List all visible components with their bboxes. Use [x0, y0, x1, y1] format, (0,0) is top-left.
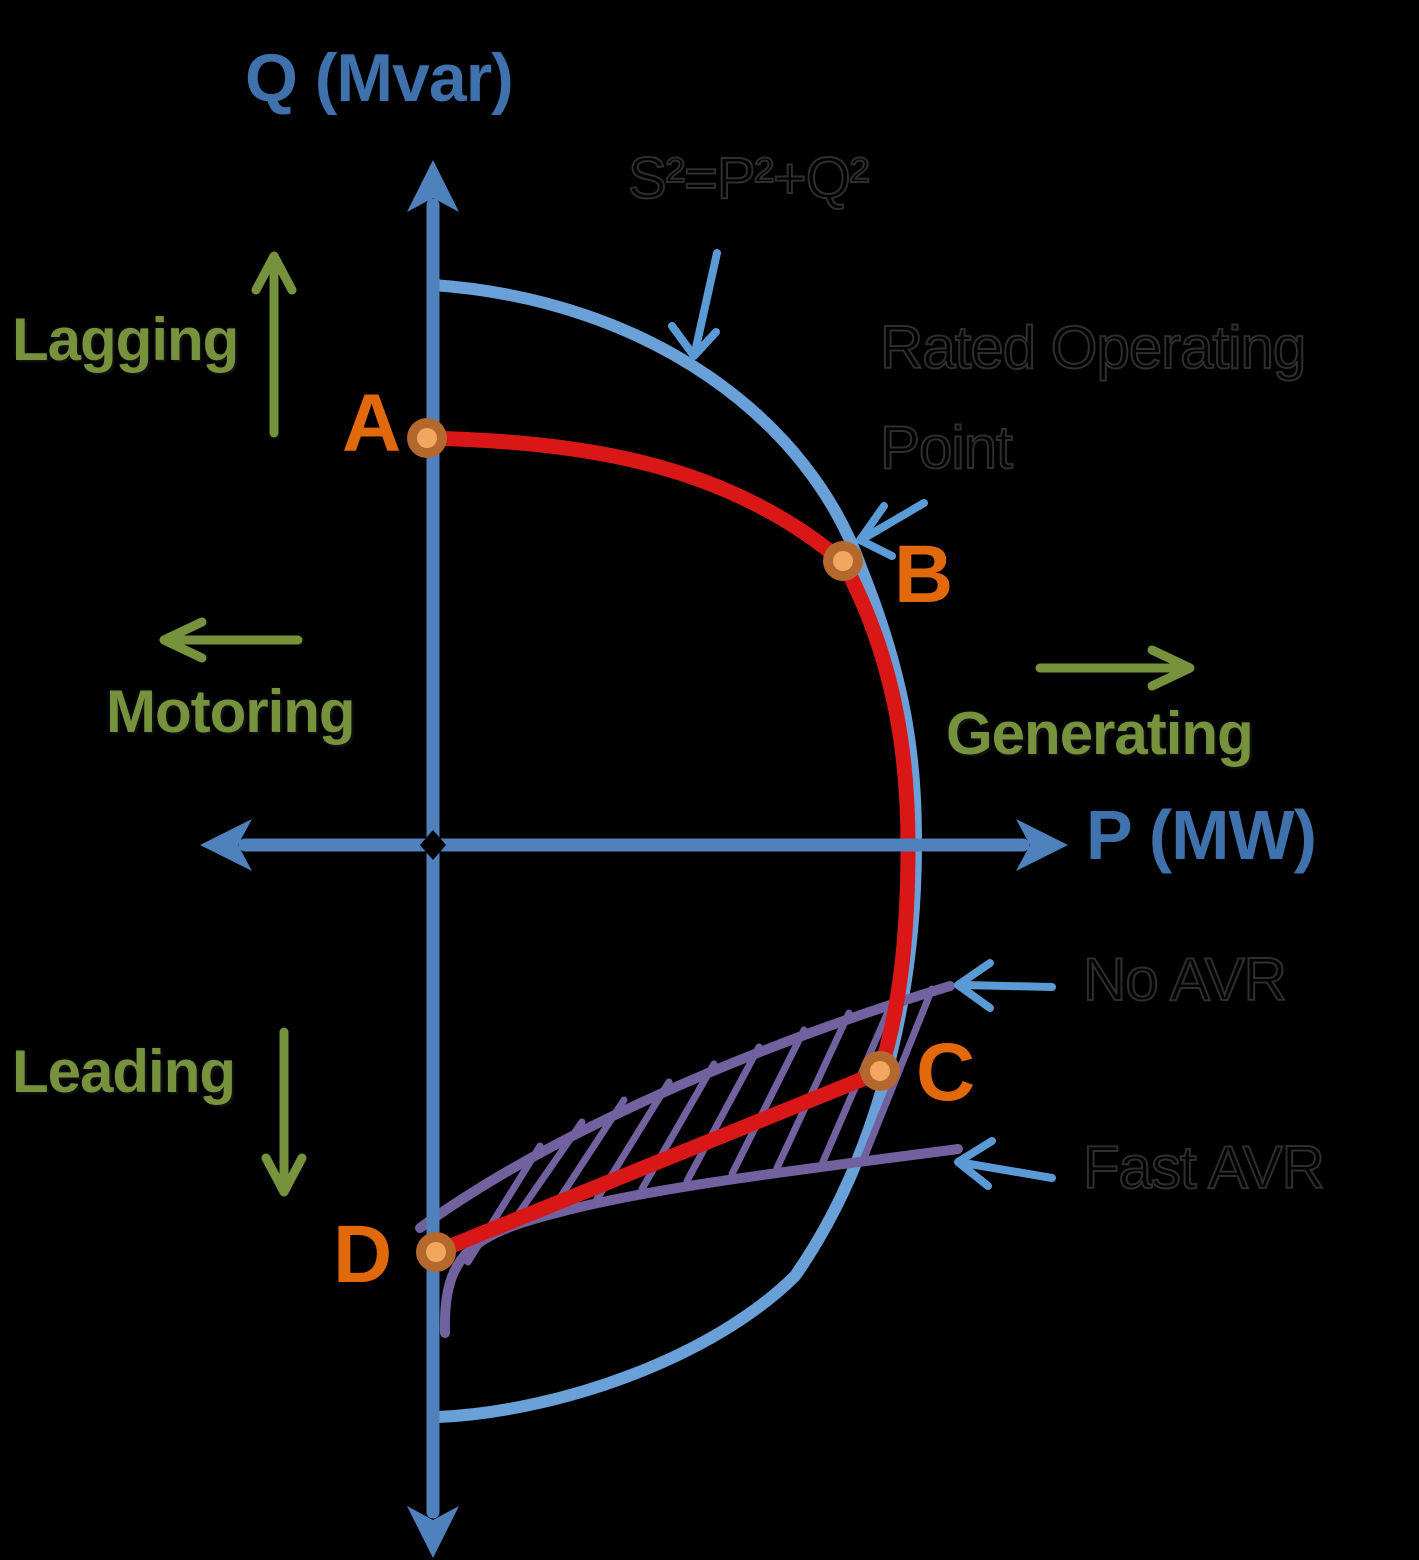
point-c-label: C: [916, 1027, 975, 1118]
generating-label: Generating: [946, 700, 1254, 767]
leading-label: Leading: [12, 1038, 236, 1105]
q-axis-down-arrowhead: [407, 1506, 459, 1558]
point-a-label: A: [342, 378, 401, 469]
point-marker-c: [860, 1051, 900, 1091]
rated-point-pointer-arrow: [856, 499, 928, 560]
no-avr-label: No AVR: [1082, 946, 1288, 1013]
q-axis-label: Q (Mvar): [245, 40, 514, 116]
no-avr-limit-curve: [415, 981, 955, 1233]
point-marker-a: [407, 418, 447, 458]
fast-avr-label: Fast AVR: [1082, 1134, 1326, 1201]
lagging-up-arrow: [251, 251, 297, 438]
motoring-left-arrow: [159, 617, 303, 663]
p-axis-left-arrowhead: [200, 819, 252, 871]
q-axis-up-arrowhead: [407, 160, 459, 212]
fast-avr-limit-curve: [439, 1144, 963, 1338]
leading-down-arrow: [261, 1027, 307, 1197]
field-limit-segment-ab: [419, 430, 851, 570]
apparent-power-formula: S²=P²+Q²: [627, 146, 870, 211]
origin-marker: [420, 830, 446, 860]
point-d-label: D: [333, 1209, 392, 1300]
rated-operating-point-line1: Rated Operating: [879, 313, 1307, 382]
motoring-label: Motoring: [106, 678, 356, 745]
lagging-label: Lagging: [12, 306, 239, 373]
fast-avr-pointer-arrow: [954, 1137, 1056, 1190]
rated-operating-point-label: Rated Operating Point: [879, 298, 1307, 498]
rated-operating-point-line2: Point: [879, 413, 1014, 482]
no-avr-pointer-arrow: [954, 959, 1056, 1012]
point-b-label: B: [894, 529, 953, 620]
p-axis-label: P (MW): [1086, 796, 1317, 874]
p-axis-right-arrowhead: [1016, 819, 1068, 871]
stability-limit-segment-dc: [428, 1064, 888, 1260]
generating-right-arrow: [1035, 645, 1195, 691]
point-marker-b: [823, 541, 863, 581]
armature-limit-segment-bc: [835, 554, 916, 1080]
p-axis: [200, 819, 1068, 871]
formula-pointer-arrow: [668, 249, 721, 360]
point-marker-d: [416, 1232, 456, 1272]
